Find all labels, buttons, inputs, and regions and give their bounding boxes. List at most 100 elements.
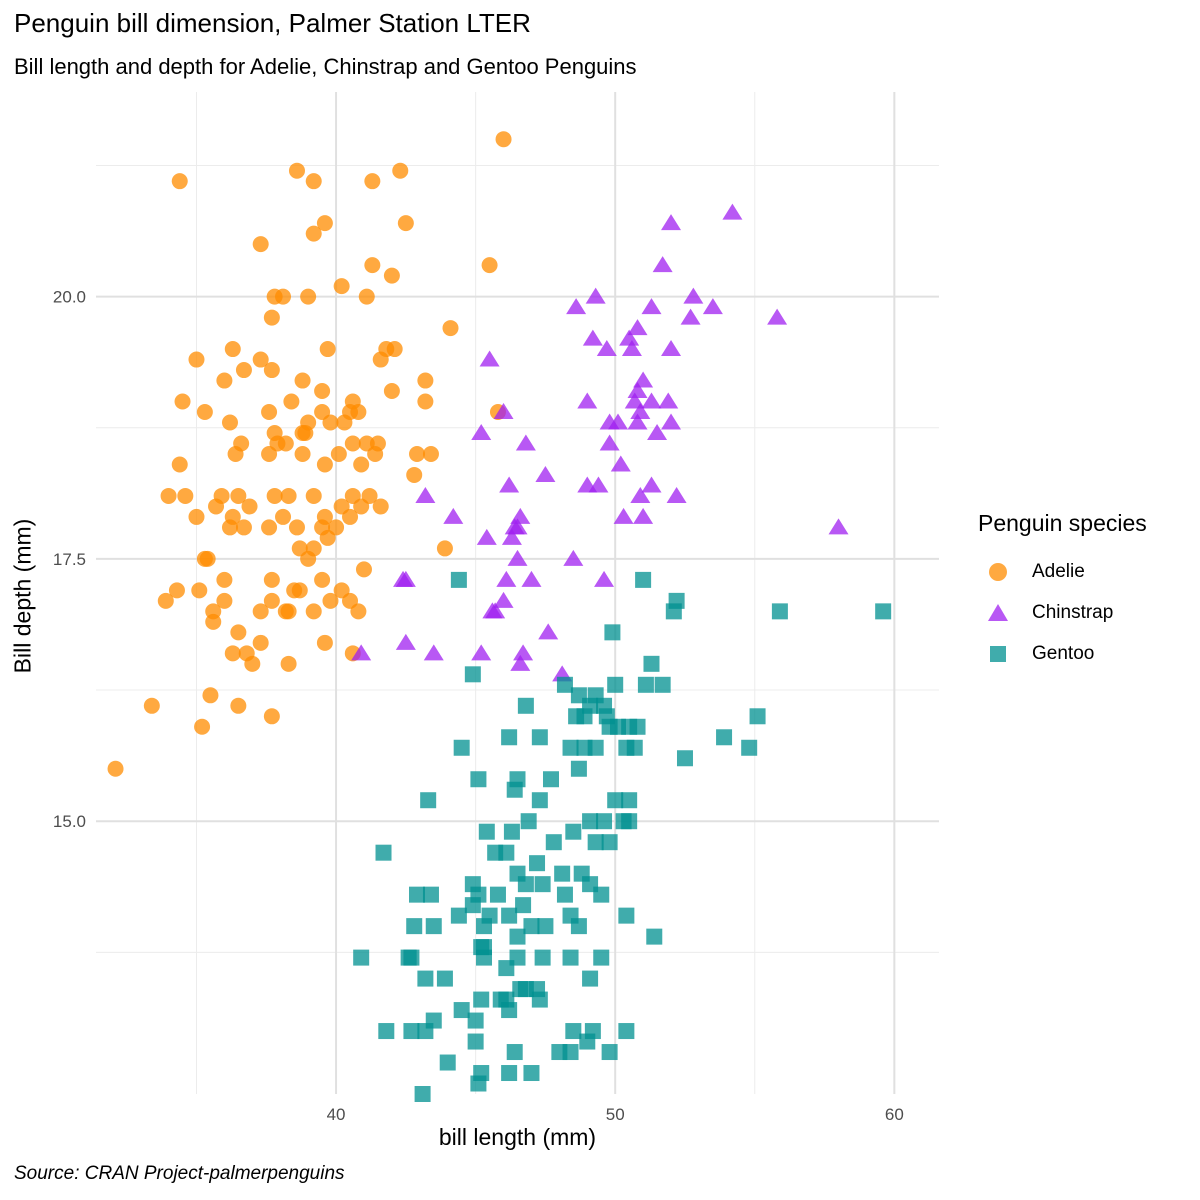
legend-title: Penguin species xyxy=(978,510,1147,536)
chinstrap-point xyxy=(652,256,673,273)
adelie-point xyxy=(372,498,389,515)
adelie-point xyxy=(294,445,311,462)
chinstrap-point xyxy=(476,528,497,545)
adelie-point xyxy=(322,414,339,431)
gentoo-point xyxy=(501,907,518,924)
legend-label: Gentoo xyxy=(1032,642,1095,664)
adelie-point xyxy=(168,582,185,599)
adelie-point xyxy=(263,708,280,725)
triangle-marker-icon xyxy=(978,592,1018,633)
chinstrap-point xyxy=(666,486,687,503)
gentoo-point xyxy=(531,792,548,809)
chinstrap-point xyxy=(641,298,662,315)
gentoo-point xyxy=(420,792,437,809)
chinstrap-point xyxy=(485,602,506,619)
legend-label: Chinstrap xyxy=(1032,601,1114,623)
gentoo-point xyxy=(489,886,506,903)
chinstrap-point xyxy=(661,340,682,357)
adelie-point xyxy=(252,236,269,253)
adelie-point xyxy=(224,645,241,662)
gentoo-point xyxy=(453,739,470,756)
adelie-point xyxy=(294,372,311,389)
adelie-point xyxy=(350,404,367,421)
chinstrap-point xyxy=(599,434,620,451)
gentoo-point xyxy=(523,918,540,935)
legend-item-chinstrap: Chinstrap xyxy=(978,592,1147,633)
gentoo-point xyxy=(668,592,685,609)
adelie-point xyxy=(350,603,367,620)
adelie-point xyxy=(305,487,322,504)
gentoo-point xyxy=(506,1044,523,1061)
adelie-point xyxy=(495,131,512,148)
chart-title: Penguin bill dimension, Palmer Station L… xyxy=(14,8,531,38)
chinstrap-point xyxy=(510,654,531,671)
gentoo-point xyxy=(520,813,537,830)
gentoo-point xyxy=(601,1044,618,1061)
adelie-point xyxy=(364,257,381,274)
adelie-point xyxy=(288,162,305,179)
adelie-point xyxy=(261,445,278,462)
gentoo-point xyxy=(587,739,604,756)
gentoo-point xyxy=(621,813,638,830)
gentoo-point xyxy=(450,907,467,924)
gentoo-point xyxy=(515,897,532,914)
chinstrap-point xyxy=(443,507,464,524)
gentoo-point xyxy=(403,949,420,966)
chinstrap-point xyxy=(627,319,648,336)
adelie-point xyxy=(319,529,336,546)
gentoo-point xyxy=(593,949,610,966)
gentoo-point xyxy=(534,949,551,966)
chinstrap-point xyxy=(496,570,517,587)
adelie-point xyxy=(174,393,191,410)
gentoo-point xyxy=(607,792,624,809)
gentoo-point xyxy=(501,729,518,746)
chinstrap-point xyxy=(619,329,640,346)
adelie-point xyxy=(372,351,389,368)
y-axis-label: Bill depth (mm) xyxy=(9,518,36,674)
gentoo-point xyxy=(464,666,481,683)
adelie-point xyxy=(330,445,347,462)
adelie-point xyxy=(275,508,292,525)
adelie-point xyxy=(194,718,211,735)
adelie-point xyxy=(280,655,297,672)
adelie-point xyxy=(342,508,359,525)
chinstrap-point xyxy=(563,549,584,566)
tick-labels: 40 50 60 15.0 17.5 20.0 xyxy=(53,288,904,1124)
adelie-point xyxy=(261,404,278,421)
adelie-point xyxy=(252,351,269,368)
adelie-point xyxy=(171,456,188,473)
chinstrap-point xyxy=(588,476,609,493)
gentoo-point xyxy=(562,1044,579,1061)
chinstrap-point xyxy=(471,423,492,440)
gentoo-point xyxy=(601,834,618,851)
x-tick-label: 60 xyxy=(885,1105,904,1124)
gentoo-point xyxy=(554,865,571,882)
adelie-point xyxy=(333,278,350,295)
gentoo-point xyxy=(534,876,551,893)
gentoo-point xyxy=(609,718,626,735)
adelie-point xyxy=(481,257,498,274)
chinstrap-point xyxy=(828,518,849,535)
chinstrap-point xyxy=(633,507,654,524)
gentoo-point xyxy=(593,886,610,903)
adelie-point xyxy=(263,309,280,326)
adelie-point xyxy=(383,383,400,400)
gentoo-point xyxy=(501,1065,518,1082)
gentoo-point xyxy=(556,886,573,903)
gentoo-point xyxy=(425,1012,442,1029)
gentoo-point xyxy=(473,991,490,1008)
gentoo-point xyxy=(464,897,481,914)
adelie-point xyxy=(216,372,233,389)
adelie-point xyxy=(367,445,384,462)
chinstrap-point xyxy=(499,476,520,493)
chinstrap-point xyxy=(538,623,559,640)
adelie-point xyxy=(208,498,225,515)
chinstrap-point xyxy=(471,644,492,661)
gentoo-point xyxy=(506,781,523,798)
gentoo-point xyxy=(537,918,554,935)
adelie-point xyxy=(409,445,426,462)
gentoo-point xyxy=(353,949,370,966)
gentoo-point xyxy=(470,1075,487,1092)
gentoo-point xyxy=(375,844,392,861)
gentoo-point xyxy=(582,970,599,987)
